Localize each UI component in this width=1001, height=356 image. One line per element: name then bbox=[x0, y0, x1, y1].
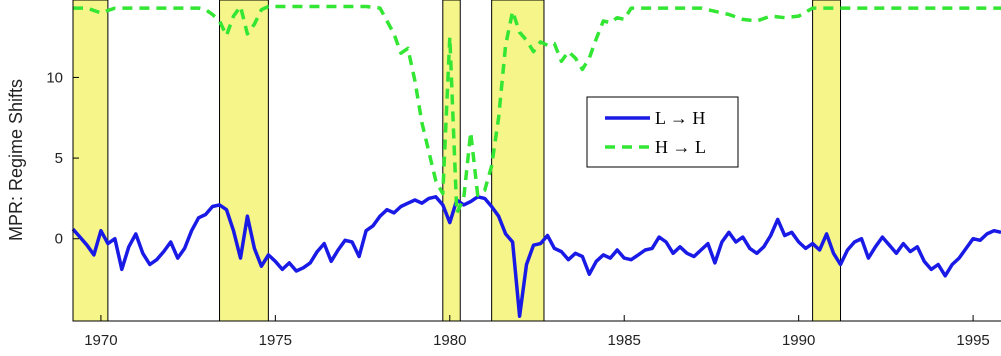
legend-label-l-to-h: L → H bbox=[655, 108, 705, 128]
y-tick-label: 5 bbox=[55, 150, 63, 167]
y-tick-label: 10 bbox=[46, 69, 63, 86]
legend-label-h-to-l: H → L bbox=[655, 137, 706, 157]
y-axis-title: MPR: Regime Shifts bbox=[6, 79, 26, 241]
recession-band-5 bbox=[812, 0, 842, 322]
axes bbox=[72, 0, 1001, 322]
recession-band-2 bbox=[219, 0, 269, 322]
y-tick-label: 0 bbox=[55, 231, 63, 248]
x-tick-label: 1970 bbox=[84, 332, 117, 349]
series-line-h-to-l bbox=[73, 4, 1001, 215]
series-line-l-to-h bbox=[71, 195, 1001, 318]
series-lines bbox=[71, 4, 1001, 318]
x-tick-label: 1975 bbox=[259, 332, 292, 349]
tick-labels: 1970 1975 1980 1985 1990 1995 0 5 10 bbox=[46, 69, 989, 349]
legend-box bbox=[586, 96, 739, 168]
recession-band-1 bbox=[72, 0, 109, 322]
x-tick-label: 1995 bbox=[956, 332, 989, 349]
recession-bands bbox=[72, 0, 842, 322]
x-tick-label: 1980 bbox=[433, 332, 466, 349]
x-tick-label: 1985 bbox=[608, 332, 641, 349]
x-tick-label: 1990 bbox=[782, 332, 815, 349]
recession-band-4 bbox=[491, 0, 545, 322]
legend: L → H H → L bbox=[586, 96, 739, 168]
